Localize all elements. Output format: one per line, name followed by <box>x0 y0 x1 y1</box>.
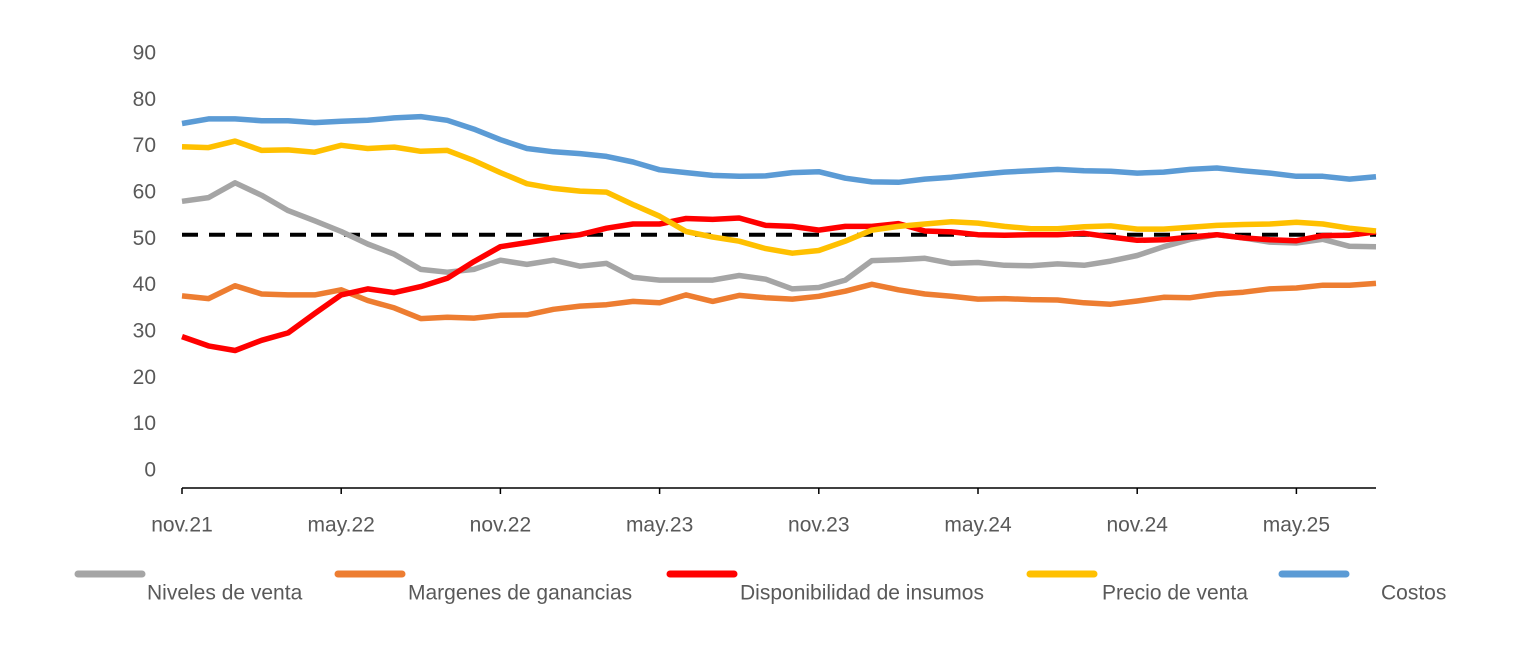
x-tick-label: may.24 <box>944 514 1012 537</box>
y-tick-label: 50 <box>133 227 156 250</box>
legend-label: Niveles de venta <box>147 582 303 605</box>
y-tick-label: 0 <box>144 459 156 482</box>
x-tick-label: nov.23 <box>788 514 850 537</box>
series-line <box>181 280 1377 322</box>
x-tick-label: may.23 <box>626 514 693 537</box>
y-tick-label: 70 <box>133 134 156 157</box>
legend-label: Disponibilidad de insumos <box>740 582 984 605</box>
series-line <box>181 215 1377 354</box>
y-tick-label: 20 <box>133 366 156 389</box>
legend-label: Precio de venta <box>1102 582 1248 605</box>
x-tick-label: may.25 <box>1263 514 1330 537</box>
x-tick-label: nov.22 <box>470 514 532 537</box>
series-line <box>181 138 1377 256</box>
x-tick-label: nov.21 <box>151 514 213 537</box>
series-line <box>181 113 1377 186</box>
legend-label: Margenes de ganancias <box>408 582 632 605</box>
y-tick-label: 40 <box>133 273 156 296</box>
y-tick-label: 80 <box>133 88 156 111</box>
x-tick-label: nov.24 <box>1106 514 1168 537</box>
y-tick-label: 10 <box>133 412 156 435</box>
y-tick-label: 90 <box>133 42 156 65</box>
legend-label: Costos <box>1381 582 1446 605</box>
y-tick-label: 60 <box>133 181 156 204</box>
series-line <box>181 180 1377 292</box>
x-tick-label: may.22 <box>308 514 375 537</box>
y-tick-label: 30 <box>133 320 156 343</box>
